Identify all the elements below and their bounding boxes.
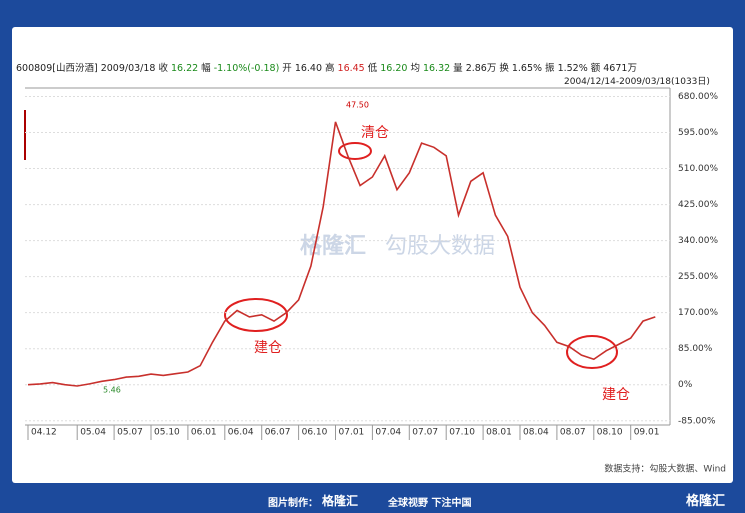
quote-header: 600809[山西汾酒] 2009/03/18 收 16.22 幅 -1.10%(-0.1…: [16, 60, 640, 74]
quote-item: -1.10%(-0.18): [213, 63, 280, 74]
x-tick-label: 07.10: [449, 428, 475, 438]
x-tick-label: 08.01: [486, 428, 512, 438]
x-tick-label: 07.01: [339, 428, 365, 438]
annotation: 建仓: [254, 340, 282, 356]
made-by: 图片制作：: [268, 498, 318, 509]
x-tick-label: 07.04: [375, 428, 401, 438]
x-tick-label: 05.10: [154, 428, 180, 438]
quote-item: 换: [499, 63, 509, 74]
slogan: 全球视野 下注中国: [388, 498, 472, 509]
y-tick-label: -85.00%: [678, 416, 716, 426]
x-tick-label: 05.07: [117, 428, 143, 438]
brand: 格隆汇: [322, 494, 359, 508]
x-tick-label: 09.01: [634, 428, 660, 438]
annotation: 5.46: [103, 386, 121, 395]
quote-item: 1.65%: [511, 63, 543, 74]
quote-item: 均: [410, 63, 420, 74]
quote-item: 收: [158, 63, 168, 74]
x-tick-label: 08.04: [523, 428, 549, 438]
quote-item: 开: [282, 63, 292, 74]
x-tick-label: 08.10: [597, 428, 623, 438]
quote-item: 600809[山西汾酒]: [16, 63, 98, 74]
price-line: [27, 121, 656, 387]
source: 数据支持：勾股大数据、Wind: [604, 463, 726, 475]
quote-item: 量: [453, 63, 463, 74]
quote-item: 振: [545, 63, 555, 74]
x-tick-label: 08.07: [560, 428, 586, 438]
y-tick-label: 0%: [678, 380, 693, 390]
highlight: [338, 142, 372, 160]
quote-item: 16.45: [337, 63, 365, 74]
x-tick-label: 06.07: [265, 428, 291, 438]
quote-item: 16.20: [380, 63, 408, 74]
quote-item: 高: [325, 63, 335, 74]
y-tick-label: 425.00%: [678, 200, 718, 210]
x-tick-label: 04.12: [31, 428, 57, 438]
date-range: 2004/12/14-2009/03/18(1033日): [564, 77, 710, 87]
x-tick-label: 07.07: [412, 428, 438, 438]
marker: [24, 110, 26, 160]
quote-item: 幅: [201, 63, 211, 74]
x-tick-label: 06.10: [302, 428, 328, 438]
y-tick-label: 85.00%: [678, 344, 713, 354]
y-tick-label: 595.00%: [678, 128, 718, 138]
y-tick-label: 510.00%: [678, 164, 718, 174]
x-tick-label: 06.04: [228, 428, 254, 438]
y-tick-label: 255.00%: [678, 272, 718, 282]
panel: [12, 27, 733, 483]
quote-item: 低: [367, 63, 378, 74]
logo: 格隆汇: [686, 494, 726, 509]
watermark: 勾股大数据: [385, 234, 495, 259]
quote-item: 1.52%: [557, 63, 588, 74]
quote-item: 16.40: [294, 63, 323, 74]
y-tick-label: 680.00%: [678, 92, 718, 102]
x-tick-label: 05.04: [80, 428, 106, 438]
highlight: [224, 298, 288, 332]
x-tick-label: 06.01: [191, 428, 217, 438]
watermark: 格隆汇: [300, 233, 366, 259]
annotation: 47.50: [346, 101, 369, 110]
y-tick-label: 170.00%: [678, 308, 718, 318]
quote-item: 16.22: [170, 63, 199, 74]
y-tick-label: 340.00%: [678, 236, 718, 246]
highlight: [566, 335, 618, 369]
quote-item: 4671万: [603, 63, 637, 74]
quote-item: 16.32: [422, 63, 451, 74]
annotation: 建仓: [602, 387, 630, 403]
quote-item: 2009/03/18: [100, 63, 156, 74]
quote-item: 额: [590, 63, 601, 74]
quote-item: 2.86万: [465, 63, 497, 74]
